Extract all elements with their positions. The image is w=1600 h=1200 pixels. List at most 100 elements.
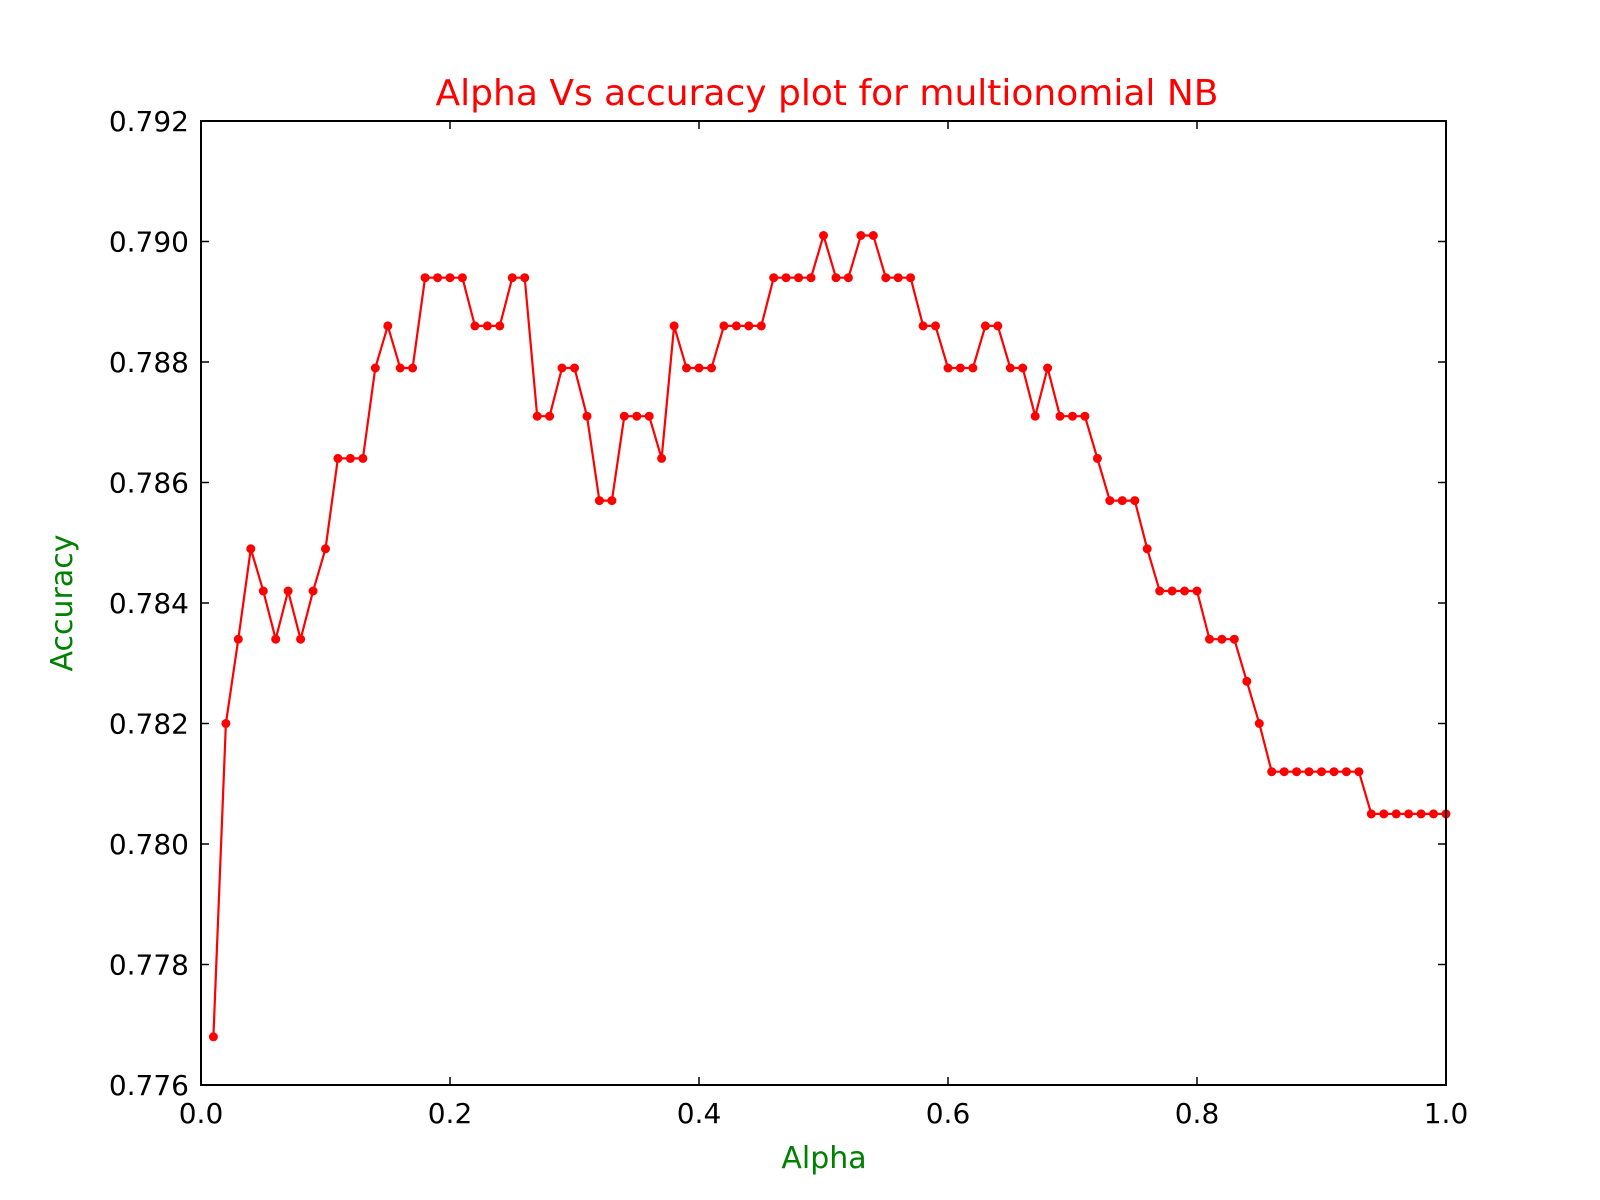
data-point <box>918 321 928 331</box>
data-point <box>308 586 318 596</box>
data-point <box>1279 767 1289 777</box>
data-point <box>1329 767 1339 777</box>
data-point <box>420 273 430 283</box>
data-point <box>632 411 642 421</box>
data-point <box>1242 676 1252 686</box>
data-point <box>1030 411 1040 421</box>
data-point <box>1155 586 1165 596</box>
data-point <box>682 363 691 373</box>
y-axis-label: Accuracy <box>45 535 80 672</box>
data-point <box>383 321 393 331</box>
data-point <box>1379 809 1389 819</box>
y-tick-label: 0.778 <box>109 949 189 982</box>
data-point <box>1404 809 1414 819</box>
y-tick-label: 0.782 <box>109 708 189 741</box>
data-point <box>881 273 891 283</box>
axis-ticks: 0.0 0.2 0.4 0.6 0.8 1.0 0.776 0.778 0.780 0.782 0.… <box>109 105 1468 1130</box>
data-point <box>470 321 480 331</box>
data-point <box>457 273 467 283</box>
x-tick-label: 0.0 <box>179 1097 224 1130</box>
data-point <box>1217 634 1227 644</box>
data-point <box>781 273 791 283</box>
data-point <box>1142 544 1152 554</box>
y-tick-label: 0.786 <box>109 467 189 500</box>
data-point <box>756 321 766 331</box>
x-tick-label: 0.8 <box>1175 1097 1220 1130</box>
data-point <box>1205 634 1214 644</box>
data-point <box>1005 363 1015 373</box>
data-point <box>943 363 953 373</box>
data-point <box>258 586 268 596</box>
data-point <box>931 321 940 331</box>
plot-area <box>208 231 1451 1042</box>
data-point <box>495 321 505 331</box>
data-point <box>283 586 293 596</box>
data-point <box>794 273 804 283</box>
data-point <box>856 231 866 240</box>
data-point <box>557 363 567 373</box>
data-point <box>395 363 405 373</box>
data-point <box>594 496 604 506</box>
data-point <box>271 634 281 644</box>
data-point <box>1043 363 1053 373</box>
data-point <box>980 321 990 331</box>
y-tick-label: 0.780 <box>109 828 189 861</box>
data-point <box>1068 411 1077 421</box>
chart-title: Alpha Vs accuracy plot for multionomial … <box>436 73 1219 114</box>
data-point <box>221 719 231 728</box>
data-point <box>582 411 592 421</box>
data-point <box>345 453 355 463</box>
data-point <box>694 363 704 373</box>
y-tick-label: 0.788 <box>109 346 189 379</box>
data-point <box>669 321 679 331</box>
data-point <box>993 321 1003 331</box>
x-axis-label: Alpha <box>781 1141 866 1176</box>
data-point <box>246 544 256 554</box>
data-point <box>1254 719 1264 728</box>
data-point <box>607 496 617 506</box>
data-point <box>657 453 667 463</box>
data-point <box>1018 363 1028 373</box>
data-point <box>1180 586 1190 596</box>
data-point <box>321 544 330 554</box>
data-point <box>707 363 716 373</box>
x-tick-label: 1.0 <box>1424 1097 1469 1130</box>
data-point <box>408 363 418 373</box>
data-point <box>482 321 492 331</box>
data-point <box>208 1032 218 1042</box>
data-point <box>445 273 455 283</box>
data-point <box>1130 496 1140 506</box>
data-point <box>1105 496 1115 506</box>
data-point <box>1366 809 1376 819</box>
data-point <box>968 363 978 373</box>
data-point <box>233 634 243 644</box>
data-point <box>570 363 579 373</box>
data-point <box>507 273 517 283</box>
data-point <box>1292 767 1302 777</box>
data-point <box>1317 767 1326 777</box>
data-point <box>868 231 878 240</box>
data-point <box>1304 767 1314 777</box>
axes-frame <box>200 120 1447 1086</box>
data-point <box>806 273 816 283</box>
data-point <box>1055 411 1065 421</box>
data-point <box>333 453 343 463</box>
data-point <box>843 273 853 283</box>
data-point <box>296 634 306 644</box>
data-point <box>520 273 530 283</box>
data-point <box>1391 809 1401 819</box>
y-tick-label: 0.792 <box>109 105 189 138</box>
data-point <box>831 273 841 283</box>
data-point <box>370 363 380 373</box>
data-point <box>644 411 654 421</box>
data-point <box>532 411 542 421</box>
series-line <box>212 234 1446 1037</box>
data-point <box>358 453 368 463</box>
y-tick-label: 0.776 <box>109 1069 189 1102</box>
y-tick-label: 0.784 <box>109 587 189 620</box>
data-point <box>1167 586 1177 596</box>
data-point <box>893 273 903 283</box>
data-point <box>1354 767 1364 777</box>
y-tick-label: 0.790 <box>109 226 189 259</box>
